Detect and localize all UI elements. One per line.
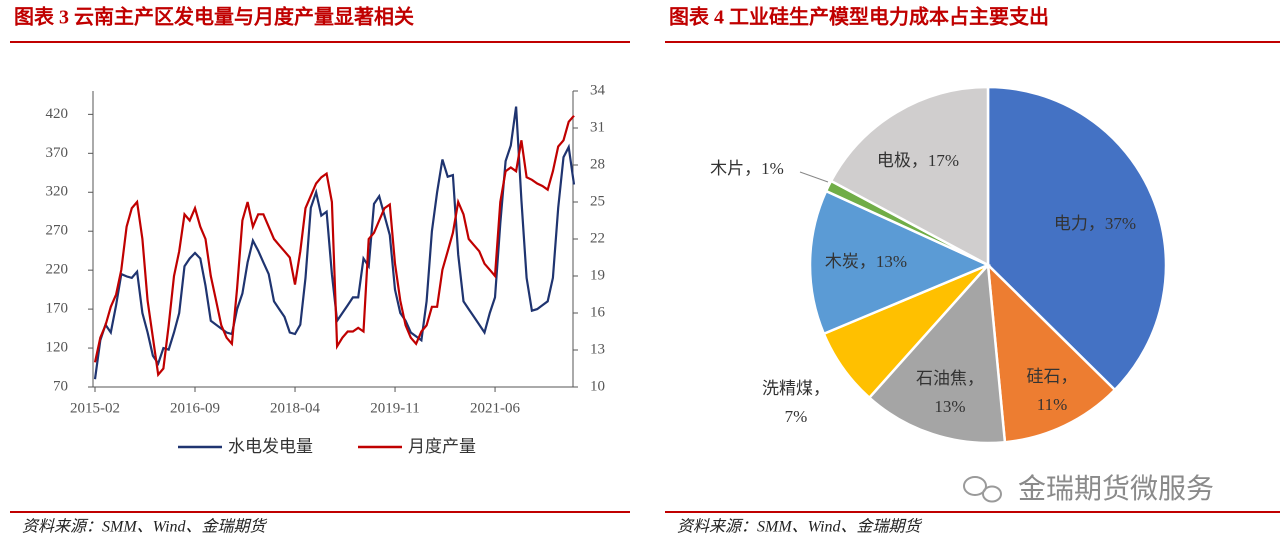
watermark-icon [963,476,1002,503]
y-tick-label: 120 [46,339,69,355]
pie-slice [829,85,990,268]
y2-tick-label: 13 [590,341,605,357]
y-tick-label: 420 [46,106,69,122]
y-tick-label: 170 [46,301,69,317]
watermark: 金瑞期货微服务 [1018,472,1214,505]
series-line [93,114,575,378]
slice-label: 木片，1% [710,159,784,178]
y-tick-label: 370 [46,145,69,161]
x-tick-label: 2016-09 [170,400,220,416]
y2-tick-label: 22 [590,230,605,246]
chart-title: 图表 3 云南主产区发电量与月度产量显著相关 [14,5,414,29]
pie-slice [867,262,1007,445]
y2-tick-label: 31 [590,119,605,135]
x-tick-label: 2018-04 [270,400,320,416]
y-tick-label: 220 [46,262,69,278]
chart-title: 图表 4 工业硅生产模型电力成本占主要支出 [669,5,1049,29]
slice-label: 电极，17% [877,151,959,170]
source-note: 资料来源：SMM、Wind、金瑞期货 [22,518,268,536]
leader-line [799,171,829,183]
y2-tick-label: 25 [590,193,605,209]
x-tick-label: 2019-11 [370,400,419,416]
y2-tick-label: 28 [590,156,605,172]
slice-label: 硅石， 11% [1027,367,1078,414]
slice-label: 电力，37% [1054,214,1136,233]
y-tick-label: 320 [46,184,69,200]
slice-label: 洗精煤， 7% [762,379,830,426]
y2-tick-label: 34 [590,82,606,98]
legend-label: 水电发电量 [228,437,313,457]
pie-slice [808,189,992,336]
source-note: 资料来源：SMM、Wind、金瑞期货 [677,518,923,536]
y-tick-label: 270 [46,223,69,239]
y2-tick-label: 19 [590,267,605,283]
slice-label: 木炭，13% [825,252,907,271]
y2-tick-label: 16 [590,304,606,320]
legend-label: 月度产量 [408,437,476,457]
x-tick-label: 2015-02 [70,400,120,416]
pie-slice [986,85,1168,392]
y-tick-label: 70 [53,378,68,394]
y2-tick-label: 10 [590,378,605,394]
slice-label: 石油焦， 13% [916,369,984,416]
x-tick-label: 2021-06 [470,400,520,416]
pie-slice [986,261,1117,444]
